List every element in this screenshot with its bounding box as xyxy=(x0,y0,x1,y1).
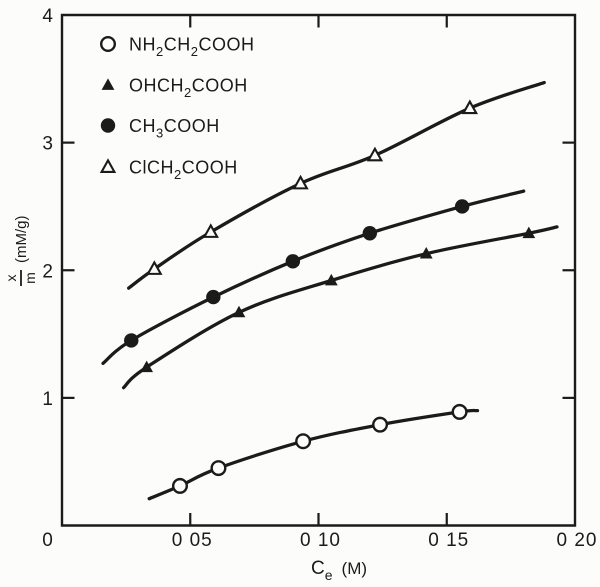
legend-label-NH2CH2COOH: NH2CH2COOH xyxy=(129,35,254,60)
x-tick-label: 0 20 xyxy=(557,530,598,551)
legend-marker-open-triangle xyxy=(99,158,117,173)
legend-marker-open-circle xyxy=(99,36,116,53)
x-tick-label: 0 05 xyxy=(172,530,213,551)
x-tick-label: 0 10 xyxy=(300,530,341,551)
data-point-ClCH2COOH xyxy=(292,174,309,190)
legend-label-OHCH2COOH: OHCH2COOH xyxy=(129,76,248,101)
data-point-OHCH2COOH xyxy=(522,226,536,239)
legend-label-CH3COOH: CH3COOH xyxy=(129,116,220,141)
legend-marker-filled-circle xyxy=(100,118,116,133)
data-point-NH2CH2COOH xyxy=(210,460,227,477)
data-point-OHCH2COOH xyxy=(232,305,246,318)
x-axis-title: Ce (M) xyxy=(311,558,367,583)
data-point-ClCH2COOH xyxy=(461,99,479,115)
y-axis-title: x m (mM/g) xyxy=(3,216,38,286)
axes-box xyxy=(60,13,577,527)
y-axis-title-part: m xyxy=(22,272,38,284)
y-tick-label: 1 xyxy=(42,389,53,410)
y-axis-title-part: x xyxy=(3,275,19,282)
data-point-NH2CH2COOH xyxy=(372,416,389,433)
data-point-OHCH2COOH xyxy=(419,247,433,259)
data-point-NH2CH2COOH xyxy=(451,403,468,420)
data-point-CH3COOH xyxy=(454,199,470,214)
data-point-OHCH2COOH xyxy=(140,360,154,373)
data-point-CH3COOH xyxy=(124,333,139,348)
data-point-OHCH2COOH xyxy=(324,273,338,286)
data-point-ClCH2COOH xyxy=(146,260,163,275)
data-point-ClCH2COOH xyxy=(202,223,219,238)
legend-label-ClCH2COOH: ClCH2COOH xyxy=(129,158,238,183)
y-tick-label: 3 xyxy=(42,134,53,155)
data-point-CH3COOH xyxy=(285,254,301,269)
x-tick-label: 0 xyxy=(42,530,54,551)
legend-marker-filled-triangle xyxy=(101,78,115,90)
data-point-ClCH2COOH xyxy=(366,146,384,162)
data-point-CH3COOH xyxy=(362,226,377,241)
y-tick-label: 2 xyxy=(42,261,53,282)
y-tick-label: 4 xyxy=(42,6,53,27)
y-axis-title-part: (mM/g) xyxy=(13,216,30,264)
x-tick-label: 0 15 xyxy=(428,530,469,551)
data-point-NH2CH2COOH xyxy=(295,433,312,450)
data-point-CH3COOH xyxy=(206,289,221,305)
data-point-NH2CH2COOH xyxy=(171,477,188,494)
